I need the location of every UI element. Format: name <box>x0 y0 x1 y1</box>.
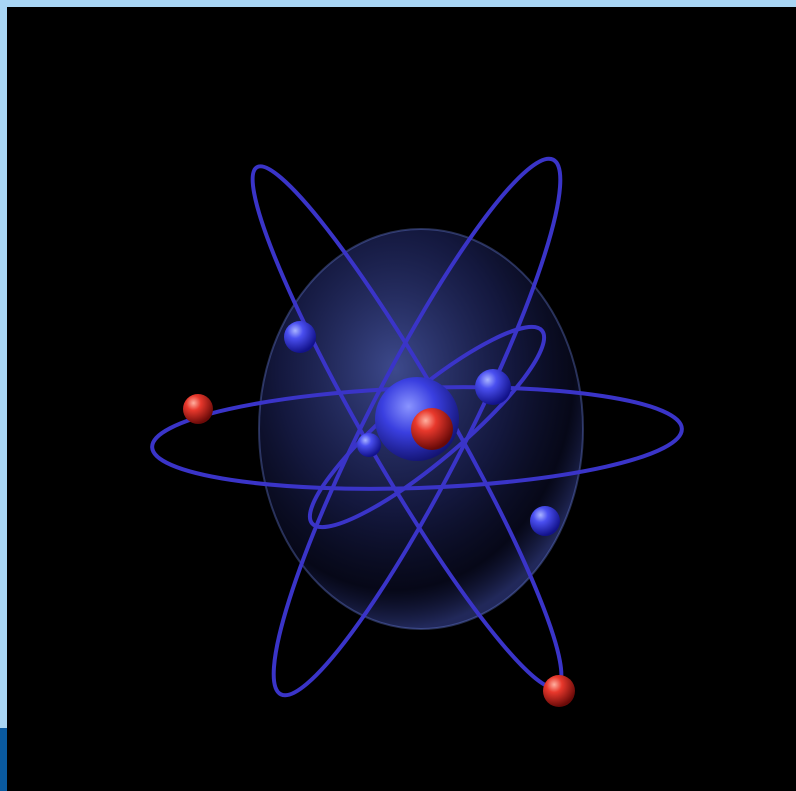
atom-image <box>7 7 796 791</box>
frame-left-border <box>0 0 7 728</box>
nucleus-small-blue <box>357 433 381 457</box>
electron-blue-lower-right <box>530 506 560 536</box>
nucleus-red <box>411 408 453 450</box>
electron-blue-upper-left <box>284 321 316 353</box>
electron-red-left <box>183 394 213 424</box>
atom-illustration <box>150 156 684 707</box>
electron-red-bottom <box>543 675 575 707</box>
orbit-tilted-right <box>271 156 563 698</box>
frame-left-accent <box>0 728 7 791</box>
frame-top-border <box>0 0 796 7</box>
electron-blue-right <box>475 369 511 405</box>
